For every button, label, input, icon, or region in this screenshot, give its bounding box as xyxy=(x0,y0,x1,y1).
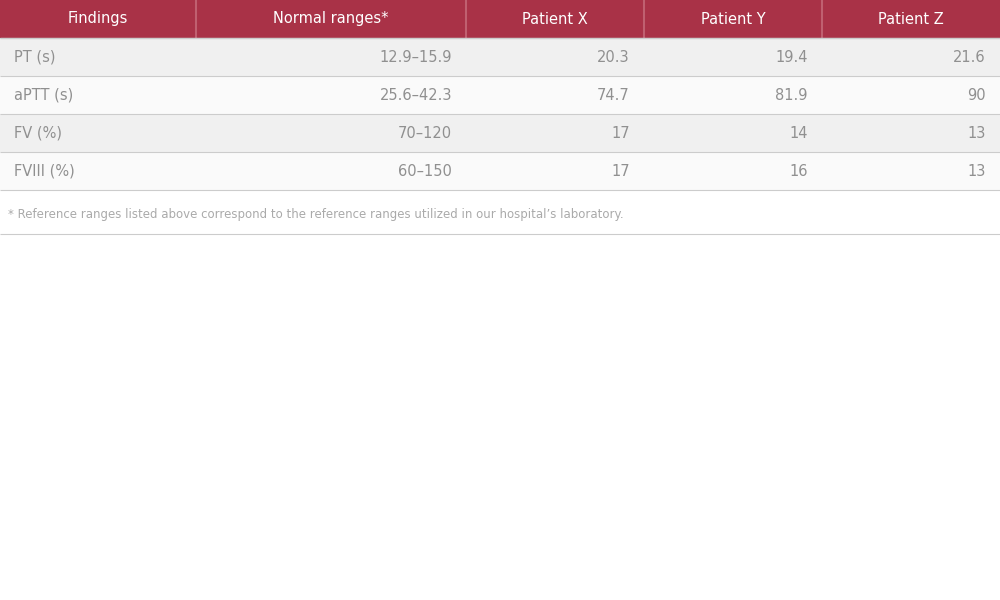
Bar xyxy=(0,152,1000,190)
Bar xyxy=(0,76,1000,114)
Text: * Reference ranges listed above correspond to the reference ranges utilized in o: * Reference ranges listed above correspo… xyxy=(8,208,624,221)
Text: 12.9–15.9: 12.9–15.9 xyxy=(380,49,452,64)
Text: 17: 17 xyxy=(611,163,630,179)
Text: FVIII (%): FVIII (%) xyxy=(14,163,75,179)
Text: 25.6–42.3: 25.6–42.3 xyxy=(380,88,452,103)
Bar xyxy=(644,0,822,38)
Text: PT (s): PT (s) xyxy=(14,49,56,64)
Text: 21.6: 21.6 xyxy=(953,49,986,64)
Text: 13: 13 xyxy=(968,125,986,140)
Text: 17: 17 xyxy=(611,125,630,140)
Text: 60–150: 60–150 xyxy=(398,163,452,179)
Text: aPTT (s): aPTT (s) xyxy=(14,88,73,103)
Bar xyxy=(822,0,1000,38)
Text: 74.7: 74.7 xyxy=(597,88,630,103)
Text: Patient X: Patient X xyxy=(522,11,588,26)
Text: 90: 90 xyxy=(967,88,986,103)
Text: 16: 16 xyxy=(790,163,808,179)
Bar xyxy=(0,114,1000,152)
Bar xyxy=(466,0,644,38)
Text: 13: 13 xyxy=(968,163,986,179)
Text: 14: 14 xyxy=(790,125,808,140)
Bar xyxy=(0,0,196,38)
Text: 81.9: 81.9 xyxy=(776,88,808,103)
Text: 20.3: 20.3 xyxy=(597,49,630,64)
Text: 19.4: 19.4 xyxy=(776,49,808,64)
Text: Findings: Findings xyxy=(68,11,128,26)
Text: 70–120: 70–120 xyxy=(398,125,452,140)
Text: Patient Y: Patient Y xyxy=(701,11,765,26)
Text: Normal ranges*: Normal ranges* xyxy=(273,11,389,26)
Text: Patient Z: Patient Z xyxy=(878,11,944,26)
Bar xyxy=(196,0,466,38)
Bar xyxy=(0,38,1000,76)
Text: FV (%): FV (%) xyxy=(14,125,62,140)
